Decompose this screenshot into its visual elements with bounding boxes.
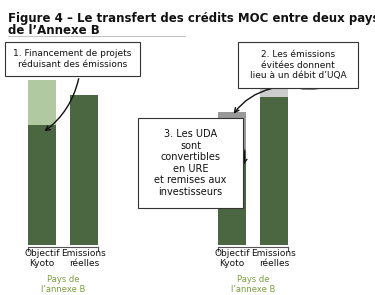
Text: Emissions
réelles: Emissions réelles	[62, 249, 106, 268]
Text: 3. Les UDA
sont
convertibles
en URE
et remises aux
investisseurs: 3. Les UDA sont convertibles en URE et r…	[154, 129, 226, 197]
Bar	[70, 95, 98, 245]
Text: Emissions
réelles: Emissions réelles	[252, 249, 296, 268]
Bar	[5, 42, 140, 76]
Bar	[28, 80, 56, 125]
Text: de l’Annexe B: de l’Annexe B	[8, 24, 100, 37]
Text: 2. Les émissions
évitées donnent
lieu à un débit d’UQA: 2. Les émissions évitées donnent lieu à …	[250, 50, 346, 80]
Text: Pays de
l’annexe B: Pays de l’annexe B	[41, 275, 85, 294]
Bar	[138, 118, 243, 208]
Bar	[238, 42, 358, 88]
Text: Objectif
Kyoto: Objectif Kyoto	[214, 249, 250, 268]
Text: 1. Financement de projets
réduisant des émissions: 1. Financement de projets réduisant des …	[13, 49, 132, 69]
Bar	[28, 125, 56, 245]
Text: Objectif
Kyoto: Objectif Kyoto	[24, 249, 60, 268]
Bar	[218, 150, 246, 245]
Text: Pays de
l’annexe B: Pays de l’annexe B	[231, 275, 275, 294]
Bar	[260, 77, 288, 97]
Text: Figure 4 – Le transfert des crédits MOC entre deux pays: Figure 4 – Le transfert des crédits MOC …	[8, 12, 375, 25]
Bar	[218, 112, 246, 150]
Bar	[260, 97, 288, 245]
